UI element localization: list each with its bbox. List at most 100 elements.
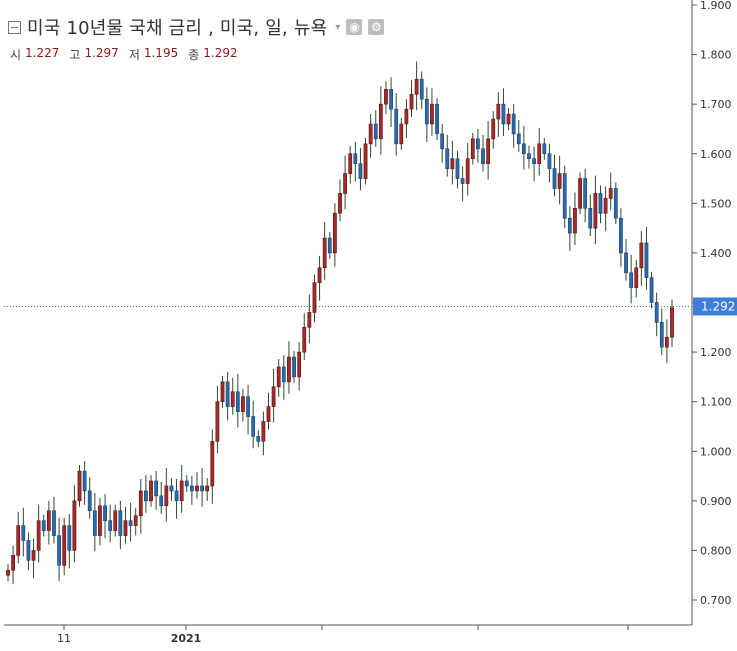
candle: [164, 468, 169, 522]
candle: [476, 128, 480, 163]
candle: [343, 155, 347, 210]
high-label: 고: [69, 48, 81, 62]
candle: [113, 504, 118, 537]
candle-up-body: [384, 88, 388, 105]
price-tag-box: [693, 297, 737, 316]
candle-down-body: [67, 525, 72, 551]
candle-down-body: [41, 520, 46, 531]
candle-down-body: [327, 237, 332, 254]
chevron-down-icon[interactable]: ▾: [335, 21, 341, 33]
candle-up-body: [123, 520, 128, 536]
candle: [353, 141, 358, 182]
low-value: 1.195: [143, 46, 179, 60]
candle-up-body: [578, 178, 582, 209]
candle-up-body: [16, 525, 21, 556]
candle: [649, 271, 654, 309]
candle-down-body: [654, 302, 659, 323]
candle: [333, 203, 337, 267]
candle: [384, 81, 388, 115]
candle-up-body: [409, 93, 414, 110]
candle: [220, 375, 225, 408]
candle: [414, 61, 419, 111]
collapse-icon[interactable]: [8, 20, 21, 34]
candle: [62, 517, 67, 576]
candle-down-body: [92, 510, 97, 536]
candle: [552, 154, 557, 197]
candle: [241, 388, 245, 422]
candle-up-body: [506, 113, 511, 125]
candle-down-body: [552, 168, 557, 189]
candle-up-body: [486, 138, 491, 164]
candle: [41, 514, 46, 537]
candle-down-body: [174, 490, 179, 502]
candle-down-body: [281, 366, 286, 383]
candle-down-body: [103, 505, 107, 521]
candle-up-body: [302, 326, 307, 353]
candle-down-body: [159, 495, 164, 507]
candle: [583, 168, 588, 223]
candle-up-body: [496, 103, 501, 120]
candle-up-body: [593, 193, 598, 229]
open-label: 시: [10, 48, 22, 62]
candle-up-body: [317, 267, 322, 283]
candle-down-body: [200, 485, 204, 492]
candle: [619, 208, 623, 267]
candle: [215, 385, 220, 454]
y-tick-label: 1.500: [700, 197, 732, 210]
x-axis[interactable]: 11 2021: [57, 625, 629, 645]
candle: [455, 150, 460, 189]
y-tick-label: 1.400: [700, 247, 732, 260]
candle: [338, 179, 342, 222]
candle-up-body: [537, 143, 542, 164]
candle: [378, 86, 383, 155]
candle-up-body: [241, 396, 245, 412]
candle: [542, 137, 547, 160]
candle-up-body: [230, 391, 235, 407]
candle: [424, 87, 429, 142]
candle-down-body: [52, 510, 56, 536]
candle-up-body: [276, 366, 281, 388]
candle-down-body: [527, 153, 531, 160]
candle-down-body: [118, 510, 123, 536]
high-value: 1.297: [84, 46, 119, 60]
eye-icon[interactable]: ◉: [346, 19, 363, 35]
candle-up-body: [634, 267, 639, 288]
gear-icon[interactable]: ⚙: [368, 19, 385, 35]
candle: [6, 564, 10, 582]
candle: [174, 479, 179, 519]
candle-up-body: [261, 421, 266, 442]
candle-up-body: [287, 356, 291, 383]
candle-down-body: [598, 193, 603, 214]
candle-up-body: [205, 485, 210, 492]
candle-down-body: [358, 163, 363, 179]
candle-up-body: [77, 470, 82, 502]
candle-up-body: [179, 480, 184, 502]
candle-up-body: [404, 108, 409, 125]
candle-up-body: [266, 406, 271, 422]
candle: [276, 359, 281, 397]
candle: [307, 294, 312, 344]
candle-up-body: [363, 143, 368, 179]
candle: [302, 313, 307, 361]
candle-up-body: [11, 555, 15, 571]
candle: [16, 511, 21, 564]
candle-down-body: [455, 158, 460, 179]
candle-down-body: [225, 381, 230, 407]
candle: [205, 478, 210, 501]
candle: [481, 134, 485, 172]
candle-up-body: [414, 79, 419, 95]
candle: [450, 140, 455, 185]
candle-down-body: [501, 103, 506, 125]
open-value: 1.227: [25, 46, 60, 60]
candle-up-body: [450, 158, 455, 169]
candle: [57, 517, 61, 582]
candle-down-body: [246, 396, 250, 417]
chart-header: 미국 10년물 국채 금리 , 미국, 일, 뉴욕 ▾ ◉ ⚙: [8, 12, 385, 42]
candle: [624, 239, 628, 281]
candle: [36, 504, 41, 563]
candle: [67, 513, 72, 569]
candle: [532, 146, 536, 182]
candle: [465, 142, 470, 196]
candle-up-body: [149, 480, 153, 502]
